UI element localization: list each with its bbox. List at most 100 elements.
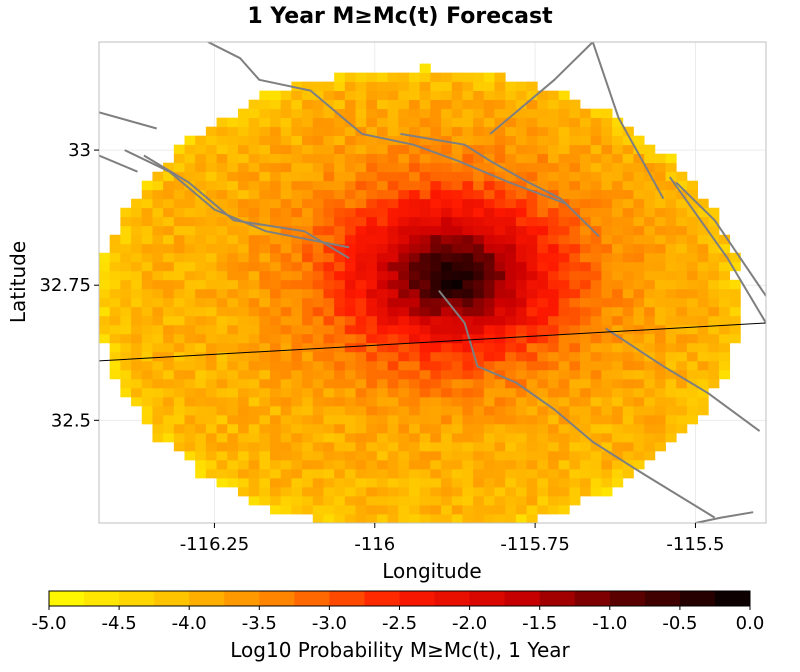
fault-line (400, 132, 600, 238)
heatmap-cell (355, 333, 367, 344)
heatmap-cell (398, 108, 410, 119)
heatmap-cell (205, 198, 217, 209)
heatmap-cell (515, 414, 527, 425)
heatmap-cell (216, 288, 228, 299)
heatmap-cell (718, 315, 731, 326)
heatmap-cell (676, 297, 688, 308)
heatmap-cell (248, 315, 260, 326)
heatmap-cell (580, 414, 592, 425)
heatmap-cell (547, 144, 560, 155)
heatmap-cell (441, 360, 453, 371)
heatmap-cell (580, 252, 592, 263)
heatmap-cell (408, 207, 421, 218)
heatmap-cell (355, 477, 367, 488)
heatmap-cell (526, 333, 538, 344)
heatmap-cell (312, 513, 324, 523)
heatmap-cell (237, 252, 250, 263)
heatmap-cell (601, 162, 613, 173)
heatmap-cell (398, 387, 410, 398)
heatmap-cell (569, 324, 581, 335)
heatmap-cell (131, 243, 143, 254)
heatmap-cell (291, 216, 303, 227)
heatmap-cell (430, 234, 442, 245)
heatmap-cell (558, 234, 570, 245)
heatmap-cell (622, 396, 634, 407)
heatmap-cell (291, 180, 303, 191)
heatmap-cell (216, 360, 228, 371)
heatmap-cell (216, 252, 228, 263)
heatmap-cell (419, 468, 431, 479)
heatmap-cell (408, 342, 421, 353)
heatmap-cell (729, 333, 741, 344)
heatmap-cell (601, 171, 613, 182)
heatmap-cell (376, 252, 389, 263)
heatmap-cell (280, 297, 292, 308)
heatmap-cell (227, 423, 239, 434)
heatmap-cell (441, 216, 453, 227)
heatmap-cell (259, 243, 271, 254)
heatmap-cell (697, 324, 709, 335)
heatmap-cell (451, 315, 463, 326)
heatmap-cell (451, 144, 463, 155)
heatmap-cell (334, 261, 346, 272)
heatmap-cell (526, 135, 538, 146)
heatmap-cell (590, 243, 602, 254)
heatmap-cell (195, 414, 207, 425)
heatmap-cell (697, 297, 709, 308)
heatmap-cell (601, 243, 613, 254)
heatmap-cell (547, 396, 560, 407)
heatmap-cell (473, 126, 485, 137)
heatmap-cell (184, 324, 196, 335)
heatmap-cell (601, 180, 613, 191)
heatmap-cell (387, 117, 399, 128)
heatmap-cell (644, 414, 656, 425)
heatmap-cell (451, 81, 463, 92)
heatmap-cell (270, 441, 282, 452)
heatmap-cell (408, 90, 421, 101)
heatmap-cell (227, 144, 239, 155)
heatmap-cell (205, 441, 217, 452)
heatmap-cell (676, 288, 688, 299)
heatmap-cell (184, 243, 196, 254)
heatmap-cell (494, 342, 506, 353)
heatmap-cell (526, 441, 538, 452)
heatmap-cell (376, 99, 389, 110)
heatmap-cell (441, 414, 453, 425)
heatmap-cell (676, 405, 688, 416)
heatmap-cell (323, 81, 335, 92)
heatmap-cell (419, 396, 431, 407)
heatmap-cell (473, 441, 485, 452)
heatmap-cell (505, 306, 517, 317)
heatmap-cell (270, 423, 282, 434)
heatmap-cell (708, 225, 720, 236)
heatmap-cell (344, 486, 356, 497)
heatmap-cell (654, 234, 666, 245)
heatmap-cell (141, 333, 153, 344)
heatmap-cell (580, 405, 592, 416)
heatmap-cell (644, 297, 656, 308)
heatmap-cell (686, 288, 698, 299)
heatmap-cell (184, 252, 196, 263)
heatmap-cell (355, 504, 367, 515)
heatmap-cell (376, 162, 389, 173)
heatmap-cell (547, 324, 560, 335)
heatmap-cell (387, 495, 399, 506)
heatmap-cell (291, 261, 303, 272)
heatmap-cell (408, 252, 421, 263)
heatmap-cell (237, 459, 250, 470)
heatmap-cell (120, 207, 132, 218)
heatmap-cell (131, 387, 143, 398)
heatmap-cell (483, 477, 495, 488)
heatmap-cell (537, 360, 549, 371)
colorbar-swatch (329, 591, 365, 606)
heatmap-cell (665, 324, 677, 335)
heatmap-cell (686, 180, 698, 191)
heatmap-cell (505, 513, 517, 523)
heatmap-cell (569, 117, 581, 128)
heatmap-cell (676, 216, 688, 227)
heatmap-cell (654, 153, 666, 164)
heatmap-cell (398, 342, 410, 353)
heatmap-cell (601, 261, 613, 272)
heatmap-cell (494, 414, 506, 425)
heatmap-cell (441, 306, 453, 317)
